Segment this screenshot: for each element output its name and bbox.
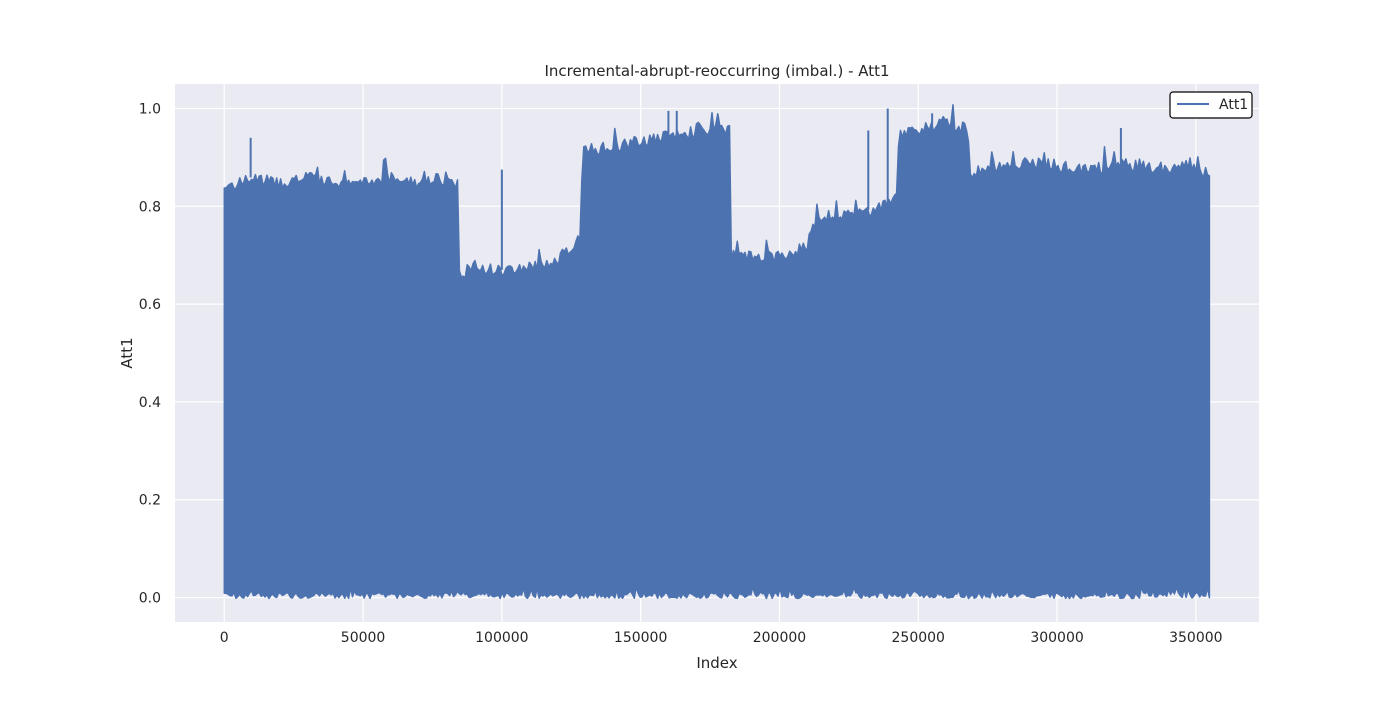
chart-title: Incremental-abrupt-reoccurring (imbal.) … [544, 62, 889, 80]
y-tick-label: 0.0 [139, 591, 161, 607]
y-tick-label: 1.0 [139, 101, 161, 117]
x-tick-label: 200000 [753, 630, 806, 646]
x-tick-label: 350000 [1169, 630, 1222, 646]
y-tick-label: 0.4 [139, 395, 161, 411]
tick-labels: 0 50000 100000 150000 200000 250000 300000 3500… [139, 101, 1223, 646]
y-tick-label: 0.6 [139, 297, 161, 313]
x-tick-label: 250000 [892, 630, 945, 646]
series-att1 [223, 104, 1211, 600]
y-tick-label: 0.2 [139, 493, 161, 509]
att1-band [223, 104, 1211, 600]
legend: Att1 [1169, 91, 1253, 119]
legend-label: Att1 [1219, 97, 1248, 113]
y-axis-label: Att1 [118, 337, 136, 368]
y-tick-label: 0.8 [139, 199, 161, 215]
legend-box [1169, 91, 1253, 119]
x-tick-label: 100000 [475, 630, 528, 646]
x-tick-label: 300000 [1030, 630, 1083, 646]
x-tick-label: 150000 [614, 630, 667, 646]
x-tick-label: 0 [220, 630, 229, 646]
x-tick-label: 50000 [341, 630, 386, 646]
x-axis-label: Index [696, 654, 737, 672]
